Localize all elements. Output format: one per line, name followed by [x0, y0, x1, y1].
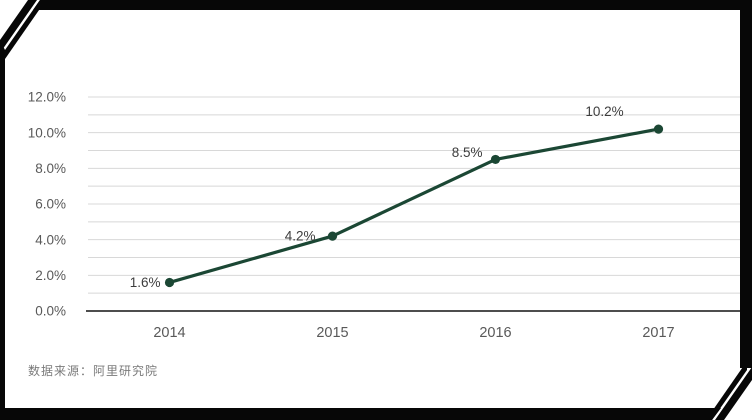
svg-text:2016: 2016 — [479, 325, 511, 341]
svg-text:2015: 2015 — [316, 325, 348, 341]
svg-text:0.0%: 0.0% — [35, 304, 66, 319]
gridlines — [88, 96, 740, 294]
source-note: 数据来源：阿里研究院 — [28, 364, 159, 378]
svg-text:4.0%: 4.0% — [35, 232, 66, 247]
svg-text:10.0%: 10.0% — [28, 125, 66, 140]
svg-text:8.5%: 8.5% — [452, 145, 483, 160]
svg-text:4.2%: 4.2% — [285, 229, 316, 244]
x-axis-tick-labels: 2014 2015 2016 2017 — [153, 325, 674, 341]
svg-text:12.0%: 12.0% — [28, 90, 66, 105]
data-line-series — [167, 127, 661, 285]
data-point-labels: 1.6% 4.2% 8.5% 10.2% — [130, 104, 624, 290]
data-point-markers — [164, 124, 664, 288]
svg-text:2.0%: 2.0% — [35, 268, 66, 283]
svg-text:8.0%: 8.0% — [35, 161, 66, 176]
svg-text:2017: 2017 — [642, 325, 674, 341]
svg-text:2014: 2014 — [153, 325, 185, 341]
svg-text:1.6%: 1.6% — [130, 275, 161, 290]
svg-text:10.2%: 10.2% — [585, 104, 623, 119]
svg-text:6.0%: 6.0% — [35, 197, 66, 212]
y-axis-tick-labels: 0.0% 2.0% 4.0% 6.0% 8.0% 10.0% 12.0% — [28, 90, 66, 319]
